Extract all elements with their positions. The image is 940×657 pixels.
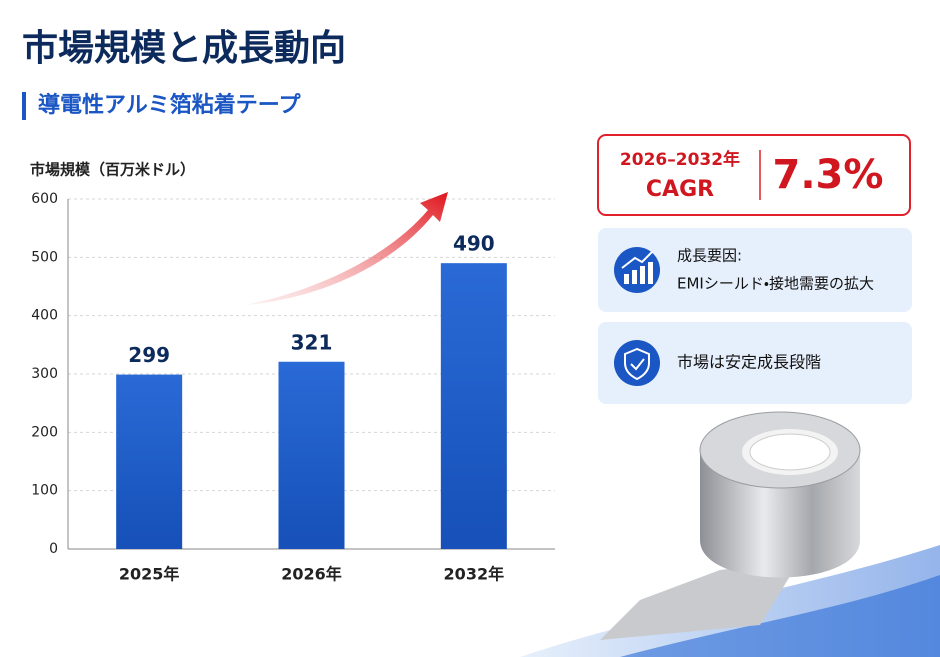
card-title: 成長要因: bbox=[677, 247, 742, 265]
x-tick-label: 2025年 bbox=[119, 565, 180, 584]
y-axis-label: 市場規模（百万米ドル） bbox=[30, 161, 195, 179]
y-tick-label: 200 bbox=[31, 424, 58, 440]
data-label: 299 bbox=[128, 343, 170, 367]
card-text: 市場は安定成長段階 bbox=[677, 353, 821, 372]
y-tick-label: 100 bbox=[31, 483, 58, 499]
y-tick-label: 400 bbox=[31, 308, 58, 324]
bar bbox=[278, 361, 345, 549]
page-title: 市場規模と成長動向 bbox=[22, 28, 346, 69]
shield-shape bbox=[624, 347, 650, 381]
tape-illustration bbox=[600, 411, 861, 640]
x-tick-label: 2032年 bbox=[444, 565, 505, 584]
y-tick-label: 0 bbox=[49, 541, 58, 557]
cagr-value: 7.3% bbox=[773, 152, 884, 198]
cagr-label: CAGR bbox=[646, 177, 714, 202]
bar bbox=[440, 263, 507, 549]
bar bbox=[116, 374, 183, 549]
growth-arrow bbox=[245, 192, 448, 305]
y-tick-label: 300 bbox=[31, 366, 58, 382]
card bbox=[598, 228, 912, 312]
shield-icon bbox=[614, 340, 660, 386]
y-tick-label: 500 bbox=[31, 249, 58, 265]
subtitle: 導電性アルミ箔粘着テープ bbox=[38, 92, 301, 118]
plot: 0 100 200 300 400 500 600 2025年 299 2026年 321 2032年… bbox=[31, 191, 555, 584]
subtitle-bar bbox=[22, 92, 26, 120]
data-label: 490 bbox=[453, 232, 495, 256]
cagr-box bbox=[597, 134, 911, 216]
card-text: EMIシールド・接地需要の拡大 bbox=[677, 275, 874, 293]
y-tick-label: 600 bbox=[31, 191, 58, 207]
chart-icon-bars bbox=[621, 251, 653, 284]
card bbox=[598, 322, 912, 404]
cagr-period: 2026–2032年 bbox=[620, 149, 740, 170]
data-label: 321 bbox=[291, 330, 333, 354]
x-tick-label: 2026年 bbox=[281, 565, 342, 584]
